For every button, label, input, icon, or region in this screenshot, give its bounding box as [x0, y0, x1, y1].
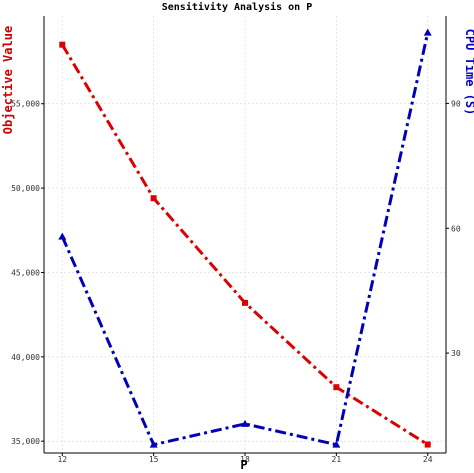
- y-axis-right-label: CPU Time (S): [463, 29, 474, 116]
- data-point-cpu-time: [241, 419, 249, 427]
- chart-title: Sensitivity Analysis on P: [162, 1, 313, 13]
- series: [58, 28, 432, 448]
- data-point-cpu-time: [149, 440, 158, 448]
- tick-labels: 12 15 18 21 24 35,000 40,000 45,000 50,000 55,000…: [11, 99, 461, 464]
- y-right-tick-label: 30: [451, 349, 461, 358]
- x-tick-label: 12: [57, 455, 67, 464]
- data-point-objective-value: [59, 41, 66, 48]
- x-axis-label: P: [240, 458, 247, 472]
- grid: [44, 16, 446, 453]
- series-line-cpu-time: [60, 32, 430, 447]
- x-tick-label: 24: [423, 455, 433, 464]
- axes: [41, 16, 449, 456]
- data-point-cpu-time: [332, 440, 341, 448]
- y-left-tick-label: 50,000: [11, 184, 40, 193]
- y-right-tick-label: 60: [451, 224, 461, 233]
- data-point-objective-value: [242, 299, 248, 306]
- x-tick-label: 15: [149, 455, 159, 464]
- y-right-tick-label: 90: [451, 99, 461, 108]
- y-left-tick-label: 40,000: [11, 353, 40, 362]
- data-point-cpu-time: [423, 28, 432, 36]
- y-left-tick-label: 45,000: [11, 268, 40, 277]
- data-point-cpu-time: [58, 232, 67, 240]
- data-point-objective-value: [424, 441, 431, 448]
- x-tick-label: 21: [332, 455, 342, 464]
- y-left-tick-label: 35,000: [11, 437, 40, 446]
- x-tick-label: 18: [240, 455, 250, 464]
- data-point-objective-value: [333, 384, 340, 391]
- y-left-tick-label: 55,000: [11, 100, 40, 109]
- data-point-objective-value: [150, 195, 157, 202]
- y-axis-left-label: Objective Value: [1, 26, 15, 134]
